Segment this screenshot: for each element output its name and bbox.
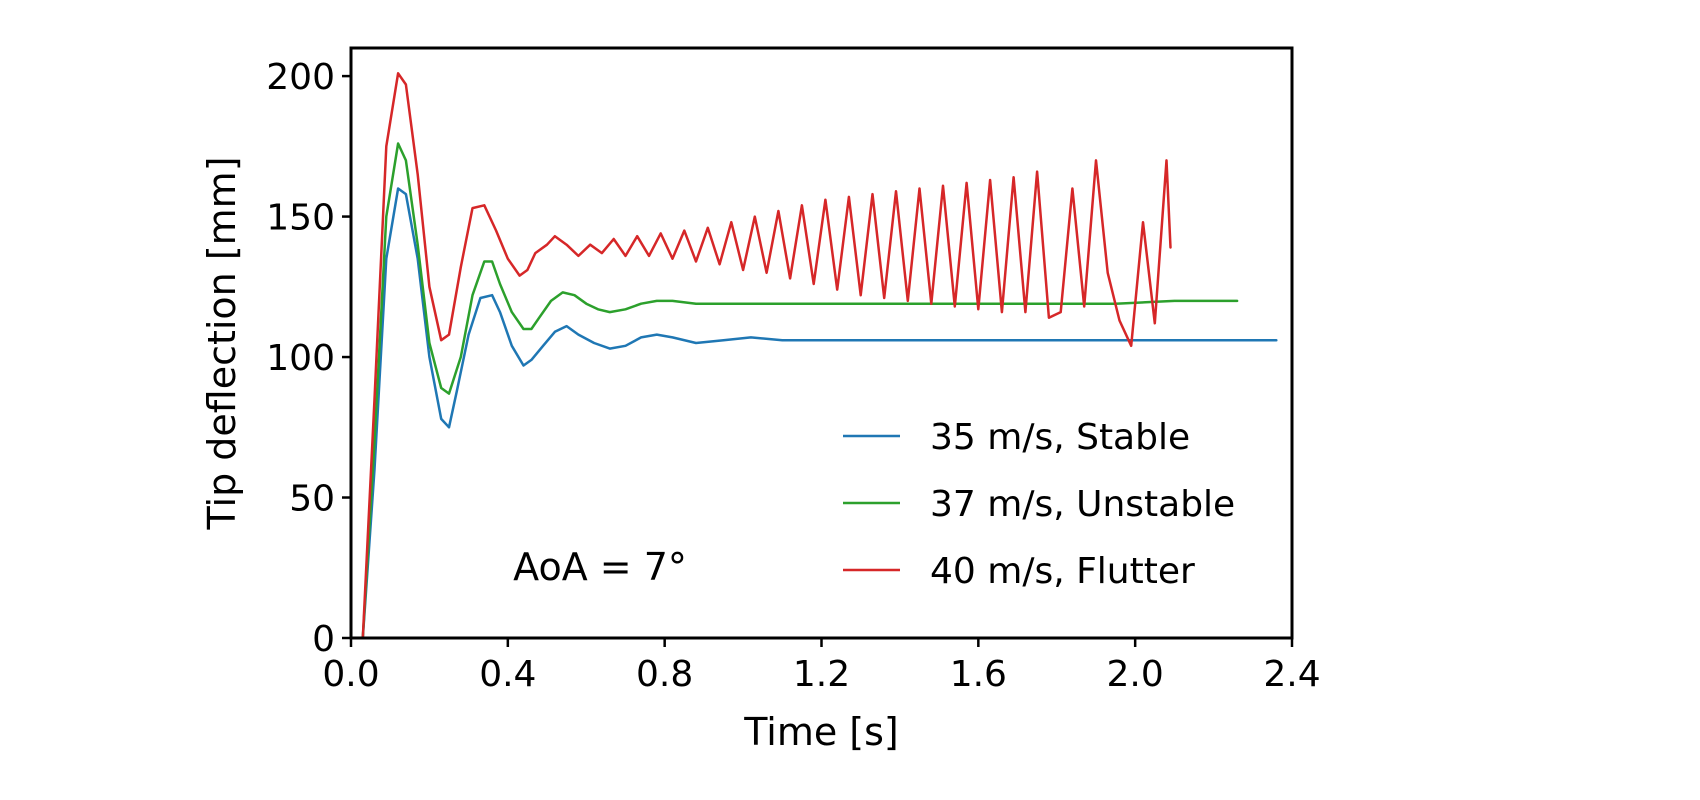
x-axis-label: Time [s] <box>743 710 899 754</box>
plot-frame <box>349 46 1294 640</box>
y-tick-label: 100 <box>266 338 335 379</box>
x-tick-label: 1.6 <box>950 654 1007 695</box>
aoa-annotation: AoA = 7° <box>513 545 687 589</box>
y-tick-label: 0 <box>312 619 335 660</box>
x-tick-label: 2.4 <box>1263 654 1320 695</box>
legend-label-1: 35 m/s, Stable <box>930 417 1190 458</box>
y-tick-label: 150 <box>266 198 335 239</box>
y-tick-label: 50 <box>289 479 335 520</box>
y-axis-label: Tip deflection [mm] <box>200 156 244 530</box>
legend-label-3: 40 m/s, Flutter <box>930 551 1195 592</box>
series-line-1 <box>349 187 1278 640</box>
x-tick-label: 0.4 <box>479 654 536 695</box>
x-tick-label: 2.0 <box>1107 654 1164 695</box>
y-tick-label: 200 <box>266 57 335 98</box>
legend: 35 m/s, Stable 37 m/s, Unstable 40 m/s, Fl… <box>843 417 1235 592</box>
series-line-2 <box>349 142 1239 640</box>
series-layer <box>349 72 1278 640</box>
x-tick-label: 0.8 <box>636 654 693 695</box>
x-tick-label: 1.2 <box>793 654 850 695</box>
ticks-layer: 0.0 0.4 0.8 1.2 1.6 2.0 2.4 0 50 100 150 200 <box>266 57 1320 695</box>
x-tick-label: 0.0 <box>322 654 379 695</box>
series-line-3 <box>349 72 1172 640</box>
legend-label-2: 37 m/s, Unstable <box>930 484 1235 525</box>
